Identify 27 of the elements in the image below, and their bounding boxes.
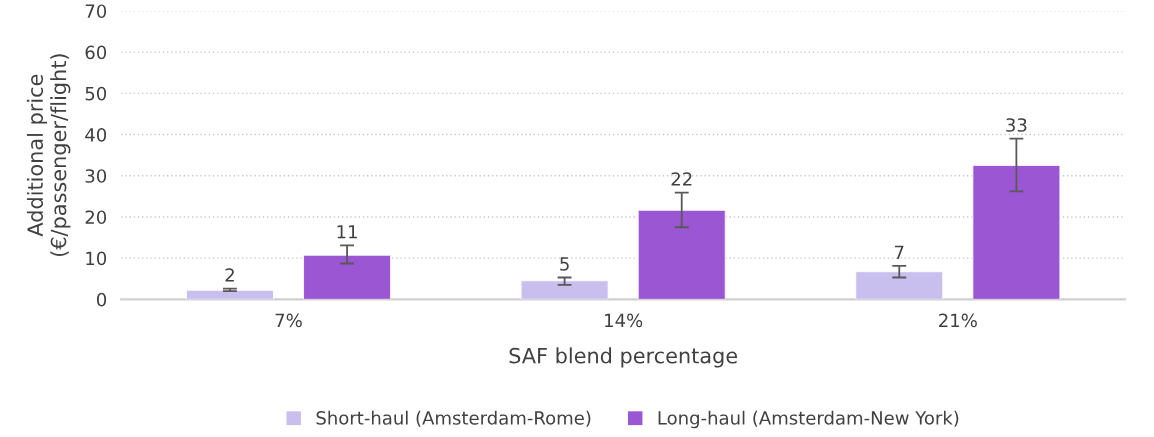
bar [186,289,274,300]
y-axis-title: Additional price (€/passenger/flight) [26,54,71,257]
bar [855,271,944,300]
data-label: 22 [671,172,692,186]
y-tick-label: 20 [85,210,107,225]
legend-label: Short-haul (Amsterdam-Rome) [316,410,591,427]
data-label: 11 [337,225,357,239]
y-tick-label: 10 [86,251,107,266]
x-axis-title: SAF blend percentage [509,347,738,368]
data-label: 33 [1006,118,1027,132]
bar [520,280,609,300]
data-label: 5 [560,257,569,271]
y-tick-label: 50 [85,86,107,101]
data-label: 2 [225,268,234,282]
y-tick-label: 60 [85,45,107,60]
y-tick-label: 0 [96,292,107,307]
bar [972,165,1061,300]
bar [637,209,726,300]
x-tick-label: 21% [939,313,977,328]
y-tick-label: 40 [85,127,107,142]
x-tick-label: 7% [275,313,302,328]
bar [303,254,391,300]
y-tick-label: 70 [85,4,107,19]
legend-label: Long-haul (Amsterdam-New York) [658,410,959,429]
y-tick-label: 30 [85,169,107,183]
data-label: 7 [894,245,904,259]
x-tick-label: 14% [605,313,643,328]
